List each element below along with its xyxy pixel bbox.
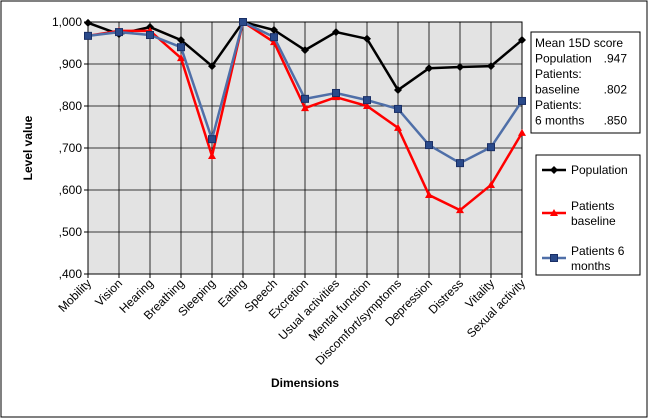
annotation-box: [530, 31, 641, 134]
marker: [301, 94, 309, 103]
marker: [332, 28, 340, 37]
marker: [425, 191, 433, 199]
legend-marker: [550, 166, 558, 174]
marker: [363, 96, 371, 105]
annotation-title: Mean 15D score: [535, 36, 623, 50]
marker: [363, 34, 371, 43]
x-axis-title: Dimensions: [271, 376, 339, 390]
annotation-label: Population: [535, 52, 592, 66]
legend-label: Population: [571, 163, 628, 177]
y-tick-label: 1,000: [52, 15, 82, 29]
legend-marker: [550, 209, 558, 216]
marker: [115, 28, 123, 37]
annotation-score: .802: [604, 83, 628, 97]
y-axis-title: Level value: [21, 115, 35, 180]
marker: [425, 141, 433, 150]
annotation-score: .850: [604, 114, 628, 128]
marker: [146, 31, 154, 40]
marker: [177, 54, 185, 62]
marker: [177, 43, 185, 52]
marker: [208, 135, 216, 144]
marker: [208, 151, 216, 159]
annotation-label: baseline: [535, 83, 580, 97]
marker: [177, 36, 185, 45]
marker: [239, 18, 247, 26]
marker: [425, 64, 433, 73]
marker: [270, 25, 278, 34]
marker: [456, 159, 464, 168]
annotation-label: Patients:: [535, 67, 582, 81]
legend-label: Patients 6 months: [571, 244, 625, 273]
marker: [301, 46, 309, 55]
y-tick-label: ,700: [59, 141, 83, 155]
annotation-score: .947: [604, 52, 628, 66]
marker: [456, 206, 464, 214]
y-tick-label: ,900: [59, 57, 83, 71]
y-tick-label: ,400: [59, 267, 83, 281]
marker: [518, 36, 526, 45]
y-tick-label: ,800: [59, 99, 83, 113]
marker: [84, 18, 92, 27]
annotation-label: Patients:: [535, 98, 582, 112]
marker: [394, 123, 402, 131]
legend-marker: [550, 254, 558, 262]
marker: [301, 104, 309, 112]
marker: [394, 104, 402, 113]
marker: [84, 31, 92, 40]
y-tick-label: ,500: [59, 225, 83, 239]
marker: [332, 88, 340, 97]
marker: [487, 62, 495, 71]
marker: [394, 86, 402, 95]
marker: [208, 62, 216, 71]
y-tick-label: ,600: [59, 183, 83, 197]
annotation-label: 6 months: [535, 114, 584, 128]
marker: [487, 180, 495, 188]
marker: [518, 128, 526, 136]
marker: [270, 33, 278, 42]
marker: [518, 96, 526, 105]
marker: [456, 62, 464, 71]
marker: [363, 102, 371, 109]
legend-label: Patients baseline: [571, 199, 616, 228]
marker: [487, 143, 495, 152]
